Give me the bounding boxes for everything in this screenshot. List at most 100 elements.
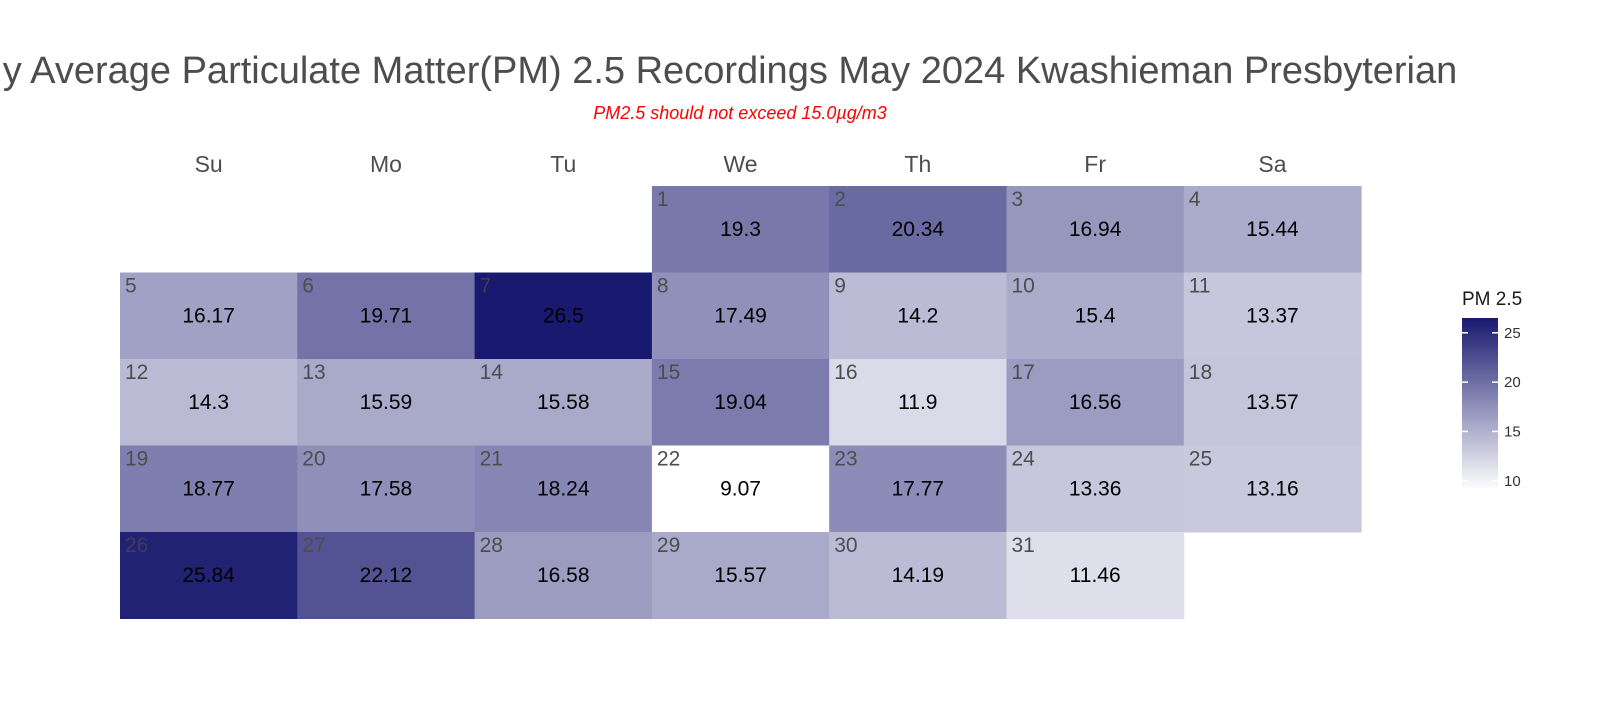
cell-day-number: 4 [1189,188,1201,211]
cell-day-number: 18 [1189,361,1212,384]
cell-day-number: 2 [834,188,846,211]
cell-day-number: 29 [657,534,680,557]
calendar-cell: 220.34 [829,186,1007,273]
chart-title: y Average Particulate Matter(PM) 2.5 Rec… [2,50,1458,92]
legend-tick: 15 [1462,423,1521,440]
cell-fill [651,272,830,360]
cell-fill [474,445,653,533]
cell-day-number: 1 [657,188,669,211]
cell-value-label: 15.57 [714,564,767,587]
cell-value-label: 13.37 [1246,305,1299,328]
legend-tick: 10 [1462,473,1521,490]
calendar-cell: 415.44 [1183,186,1362,273]
calendar-cell: 17 16.56 [1006,359,1185,446]
legend-title: PM 2.5 [1462,289,1522,310]
legend-ticks: 10 15 20 25 [1462,325,1521,490]
cell-value-label: 14.2 [897,305,938,328]
cell-day-number: 23 [834,448,857,471]
cell-fill [1006,272,1185,360]
cell-fill [1006,359,1185,446]
cell-value-label: 13.36 [1069,478,1122,501]
cell-fill [1183,186,1362,273]
cell-fill [651,186,830,273]
cell-fill [651,359,830,446]
cell-day-number: 15 [657,361,680,384]
cell-fill [1183,445,1362,533]
legend-tick-label: 20 [1504,374,1521,391]
calendar-cell: 10 15.4 [1006,272,1185,360]
cell-fill [297,359,476,446]
cell-fill [829,445,1007,533]
cell-value-label: 13.16 [1246,478,1299,501]
calendar-cell: 31 11.46 [1006,532,1185,619]
calendar-cell: 20 17.58 [297,445,476,533]
cell-value-label: 26.5 [543,305,584,328]
cell-day-number: 5 [125,275,137,298]
cell-fill [297,445,476,533]
cell-day-number: 11 [1189,275,1211,298]
weekday-label-mo: Mo [370,151,402,177]
cell-day-number: 26 [125,534,148,557]
cell-fill [120,532,298,619]
calendar-cell: 13 15.59 [297,359,476,446]
calendar-cell: 726.5 [474,272,653,360]
cell-fill [1006,532,1185,619]
cell-value-label: 15.44 [1246,218,1299,241]
weekday-label-fr: Fr [1084,151,1106,177]
calendar-cell: 29 15.57 [651,532,830,619]
cell-day-number: 25 [1189,448,1212,471]
cell-fill [651,445,830,533]
cell-fill [1006,445,1185,533]
cell-value-label: 19.04 [714,391,767,414]
calendar-cell: 16 11.9 [829,359,1007,446]
cell-value-label: 17.49 [714,305,767,328]
cell-value-label: 16.17 [182,305,235,328]
cell-fill [829,272,1007,360]
cell-value-label: 19.71 [360,305,413,328]
cell-value-label: 19.3 [720,218,761,241]
cell-day-number: 16 [834,361,857,384]
legend-tick: 20 [1462,374,1521,391]
calendar-cell: 25 13.16 [1183,445,1362,533]
cell-day-number: 22 [657,448,680,471]
cell-day-number: 7 [480,275,492,298]
cell-fill [829,186,1007,273]
cell-value-label: 15.4 [1075,305,1116,328]
legend-tick: 25 [1462,325,1521,342]
calendar-cell: 24 13.36 [1006,445,1185,533]
cell-fill [474,272,653,360]
cell-fill [651,532,830,619]
cell-day-number: 14 [480,361,504,384]
cell-value-label: 11.46 [1070,564,1121,587]
cell-value-label: 11.9 [898,391,937,414]
cell-value-label: 16.56 [1069,391,1122,414]
cell-fill [829,532,1007,619]
legend: PM 2.5 10 15 20 25 [1462,289,1522,490]
cell-value-label: 18.24 [537,478,590,501]
cell-value-label: 13.57 [1246,391,1299,414]
cell-fill [829,359,1007,446]
cell-day-number: 6 [302,275,314,298]
cell-fill [474,532,653,619]
cell-day-number: 21 [480,448,503,471]
calendar-cell: 12 14.3 [120,359,298,446]
cell-fill [1183,359,1362,446]
cell-day-number: 8 [657,275,669,298]
cell-value-label: 15.59 [360,391,413,414]
calendar-cell: 619.71 [297,272,476,360]
calendar-cell: 15 19.04 [651,359,830,446]
cell-fill [120,272,298,360]
weekday-label-we: We [724,151,758,177]
cell-fill [474,359,653,446]
cell-value-label: 14.19 [892,564,945,587]
cell-day-number: 31 [1012,534,1035,557]
legend-tick-label: 10 [1504,473,1521,490]
calendar-cell: 27 22.12 [297,532,476,619]
cell-fill [1183,272,1362,360]
cell-day-number: 30 [834,534,857,557]
calendar-cell: 11 13.37 [1183,272,1362,360]
weekday-label-th: Th [904,151,931,177]
calendar-cell: 19 18.77 [120,445,298,533]
legend-colorbar [1462,318,1498,490]
